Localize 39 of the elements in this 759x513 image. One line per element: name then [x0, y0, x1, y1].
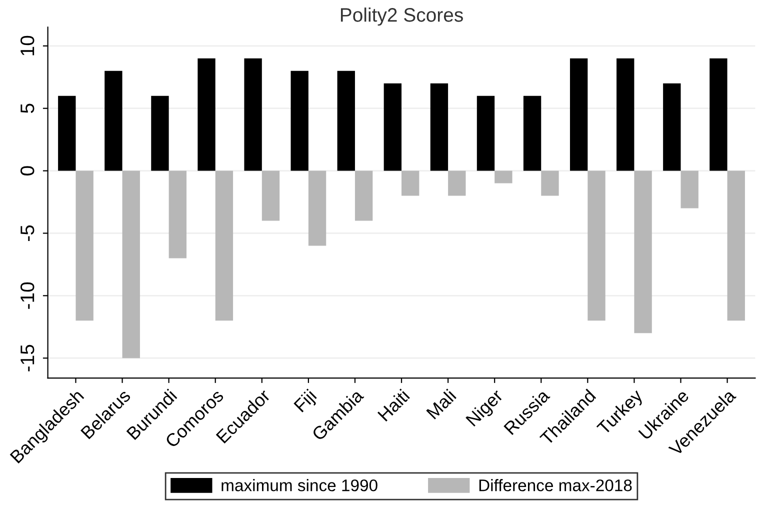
bar: [122, 170, 140, 358]
bar: [151, 96, 169, 171]
y-tick-label: 0: [20, 166, 34, 176]
y-tick-label: -10: [20, 282, 34, 309]
chart-title: Polity2 Scores: [340, 8, 463, 26]
bar: [337, 70, 355, 171]
bar: [168, 170, 186, 258]
bar: [198, 58, 216, 171]
bar: [476, 96, 495, 171]
bar: [244, 58, 262, 171]
bar: [402, 170, 420, 196]
bar: [523, 96, 542, 171]
bar: [541, 170, 559, 196]
bar: [634, 170, 652, 334]
bar: [680, 170, 698, 208]
y-tick-label: 10: [20, 36, 34, 56]
bar: [570, 58, 588, 171]
legend-label: maximum since 1990: [222, 479, 378, 492]
bar: [76, 170, 94, 321]
bar: [616, 58, 634, 171]
bar: [104, 70, 122, 171]
bar: [494, 170, 512, 184]
bar: [663, 83, 681, 171]
bar: [430, 83, 448, 171]
bar: [290, 70, 308, 171]
bar: [727, 170, 745, 321]
bar: [308, 170, 326, 246]
bar: [710, 58, 728, 171]
bar: [384, 83, 402, 171]
bar: [215, 170, 234, 321]
y-tick-label: 5: [20, 104, 34, 113]
bar: [354, 170, 373, 221]
bar: [588, 170, 606, 321]
y-tick-label: -5: [20, 225, 34, 242]
bar: [58, 96, 76, 171]
y-tick-label: -15: [20, 344, 34, 372]
bar: [262, 170, 280, 221]
bar: [448, 170, 466, 196]
legend-label: Difference max-2018: [479, 479, 632, 492]
